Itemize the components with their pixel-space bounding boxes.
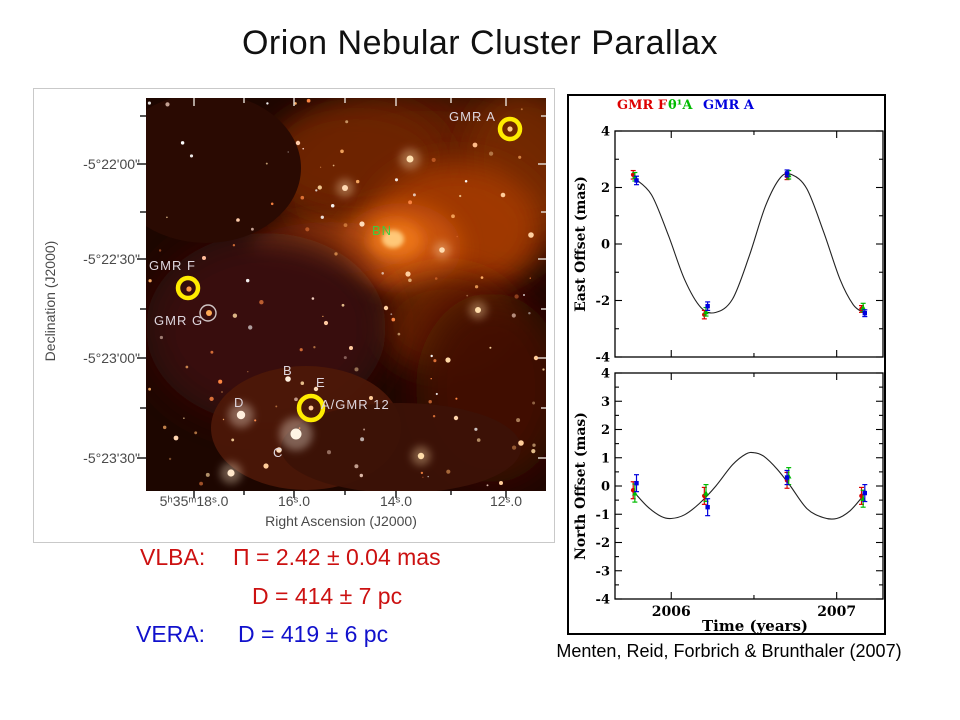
north-series-3 — [634, 469, 868, 517]
north-series-2 — [632, 467, 866, 508]
ra-axis-label: Right Ascension (J2000) — [265, 513, 417, 529]
east-series-3 — [634, 169, 868, 318]
legend-item-1: GMR F — [617, 98, 668, 113]
dec-tick-mark — [137, 163, 146, 165]
north-ytick-label: -2 — [596, 536, 610, 551]
ra-tick-mark — [505, 491, 507, 498]
east-series-1 — [630, 169, 864, 320]
north-plot-frame — [614, 372, 884, 600]
east-series-2 — [632, 169, 866, 317]
slide-title: Orion Nebular Cluster Parallax — [241, 24, 719, 62]
source-marker-circle — [497, 116, 523, 142]
north-ytick-label: -3 — [596, 564, 610, 579]
dec-tick-label: -5°22'30" — [83, 251, 140, 267]
ra-tick-label: 16ˢ.0 — [277, 493, 310, 509]
ra-tick-mark — [193, 491, 195, 498]
north-ytick-label: 0 — [601, 480, 610, 495]
north-series-1 — [630, 471, 864, 505]
source-marker-circle — [296, 393, 326, 423]
east-ytick-label: -2 — [596, 294, 610, 309]
north-ytick-label: 2 — [601, 423, 610, 438]
ra-minor-tick-mark — [450, 491, 452, 495]
source-label: GMR A — [449, 109, 496, 124]
dec-minor-tick-mark — [140, 115, 146, 117]
time-axis-label: Time (years) — [702, 617, 808, 635]
ra-tick-label: 12ˢ.0 — [489, 493, 522, 509]
source-label: C — [273, 445, 283, 460]
vera-distance-value: D = 419 ± 6 pc — [238, 621, 389, 647]
ra-minor-tick-mark — [344, 491, 346, 495]
nebula-image: GMR A BN GMR F GMR G B E D A/GMR 12 C — [111, 88, 586, 493]
source-label: D — [234, 395, 244, 410]
source-label: B — [283, 363, 293, 378]
nebula-figure: Declination (J2000) GMR A BN GMR F GMR G B E D… — [33, 88, 586, 543]
dec-tick-label: -5°23'30" — [83, 450, 140, 466]
north-fit-curve — [634, 451, 864, 520]
nebula-image-svg: GMR A BN GMR F GMR G B E D A/GMR 12 C — [111, 88, 586, 493]
dec-minor-tick-mark — [140, 308, 146, 310]
north-ytick-label: 1 — [601, 451, 610, 466]
nebula-inner-ticks — [193, 98, 546, 459]
north-ytick-label: 3 — [601, 395, 610, 410]
vera-label: VERA: — [136, 621, 206, 647]
dec-tick-mark — [137, 357, 146, 359]
north-ytick-label: -1 — [596, 508, 610, 523]
source-label: A/GMR 12 — [321, 397, 390, 412]
vlba-parallax-value: Π = 2.42 ± 0.04 mas — [233, 544, 441, 570]
north-axis-label: North Offset (mas) — [573, 412, 589, 560]
dec-minor-tick-mark — [140, 407, 146, 409]
source-label: E — [316, 375, 326, 390]
east-panel: -4 -2 0 2 4 East Offset (mas) — [573, 125, 884, 366]
east-ytick-label: -4 — [596, 351, 610, 366]
dec-tick-mark — [137, 457, 146, 459]
north-panel: -4 -3 -2 -1 0 1 2 3 4 2006 2007 North Offset (mas) — [573, 367, 884, 620]
legend-item-2: θ¹A — [668, 98, 693, 113]
ra-minor-tick-mark — [243, 491, 245, 495]
xtick-label-2007: 2007 — [817, 604, 856, 620]
xtick-label-2006: 2006 — [652, 604, 691, 620]
east-ytick-label: 0 — [601, 238, 610, 253]
east-ytick-label: 4 — [601, 125, 610, 140]
east-plot-frame — [614, 130, 884, 358]
figure-outer-box — [567, 94, 886, 635]
ra-tick-mark — [395, 491, 397, 498]
source-marker-circle — [175, 275, 201, 301]
dec-tick-label: -5°22'00" — [83, 156, 140, 172]
east-fit-curve — [634, 172, 864, 314]
dec-minor-tick-mark — [140, 211, 146, 213]
dec-tick-mark — [137, 258, 146, 260]
north-ytick-label: 4 — [601, 367, 610, 382]
citation: Menten, Reid, Forbrich & Brunthaler (200… — [556, 641, 902, 661]
source-label: BN — [372, 223, 392, 238]
ra-tick-mark — [293, 491, 295, 498]
star-field — [147, 98, 545, 487]
legend-item-3: GMR A — [703, 98, 755, 113]
north-ytick-label: -4 — [596, 593, 610, 608]
ra-tick-label: 5ʰ35ᵐ18ˢ.0 — [159, 493, 229, 509]
source-marker-circle — [199, 304, 217, 322]
dec-axis-label: Declination (J2000) — [42, 240, 58, 362]
source-overlays: GMR A BN GMR F GMR G B E D A/GMR 12 C — [149, 109, 523, 460]
east-ytick-label: 2 — [601, 181, 610, 196]
source-label: GMR G — [154, 313, 203, 328]
nebulosity-glows — [111, 88, 586, 493]
vlba-distance-value: D = 414 ± 7 pc — [252, 583, 403, 609]
east-axis-label: East Offset (mas) — [573, 176, 589, 312]
dec-tick-label: -5°23'00" — [83, 350, 140, 366]
source-label: GMR F — [149, 258, 196, 273]
bright-stars — [173, 126, 539, 485]
ra-tick-label: 14ˢ.0 — [379, 493, 412, 509]
vlba-label: VLBA: — [140, 544, 206, 570]
